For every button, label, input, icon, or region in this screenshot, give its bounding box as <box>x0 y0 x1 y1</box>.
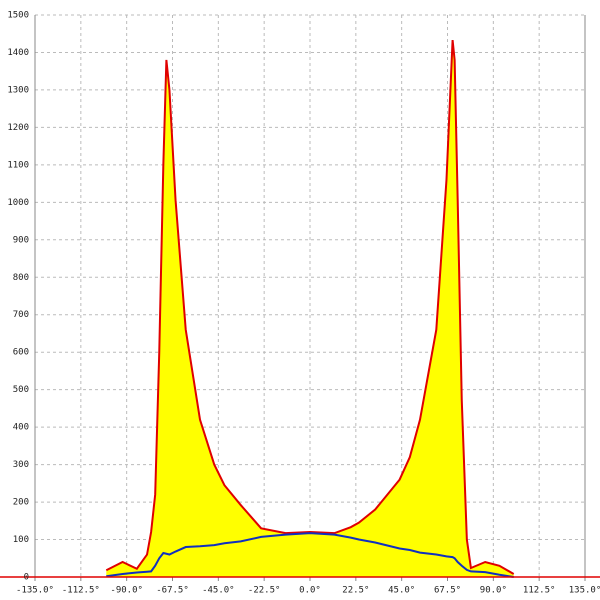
plot <box>105 40 515 578</box>
y-tick-label: 700 <box>13 310 29 320</box>
y-tick-label: 1100 <box>7 160 29 170</box>
tick-labels: 0 100 200 300 400 500 600 700 800 900 1000 1100 1200… <box>7 11 600 596</box>
y-tick-label: 900 <box>13 235 29 245</box>
x-tick-label: 22.5° <box>342 586 369 596</box>
x-tick-label: -112.5° <box>62 586 100 596</box>
x-tick-label: 0.0° <box>299 586 321 596</box>
y-tick-label: 800 <box>13 273 29 283</box>
x-tick-label: 67.5° <box>434 586 461 596</box>
x-tick-label: 112.5° <box>523 586 556 596</box>
y-tick-label: 1000 <box>7 198 29 208</box>
x-tick-label: -135.0° <box>16 586 54 596</box>
x-tick-label: 135.0° <box>569 586 600 596</box>
y-tick-label: 200 <box>13 498 29 508</box>
y-tick-label: 1400 <box>7 48 29 58</box>
x-tick-label: -90.0° <box>110 586 143 596</box>
x-tick-label: 45.0° <box>388 586 415 596</box>
grid <box>34 14 586 581</box>
y-tick-label: 500 <box>13 385 29 395</box>
y-tick-label: 0 <box>24 573 29 583</box>
y-tick-label: 600 <box>13 348 29 358</box>
x-tick-label: -45.0° <box>202 586 235 596</box>
y-tick-label: 100 <box>13 535 29 545</box>
y-tick-label: 300 <box>13 460 29 470</box>
y-tick-label: 400 <box>13 423 29 433</box>
series-line <box>106 532 514 578</box>
y-tick-label: 1500 <box>7 11 29 21</box>
x-tick-label: -67.5° <box>156 586 189 596</box>
y-tick-label: 1300 <box>7 85 29 95</box>
series-line <box>105 40 515 575</box>
x-tick-label: 90.0° <box>480 586 507 596</box>
y-tick-label: 1200 <box>7 123 29 133</box>
x-tick-label: -22.5° <box>248 586 281 596</box>
